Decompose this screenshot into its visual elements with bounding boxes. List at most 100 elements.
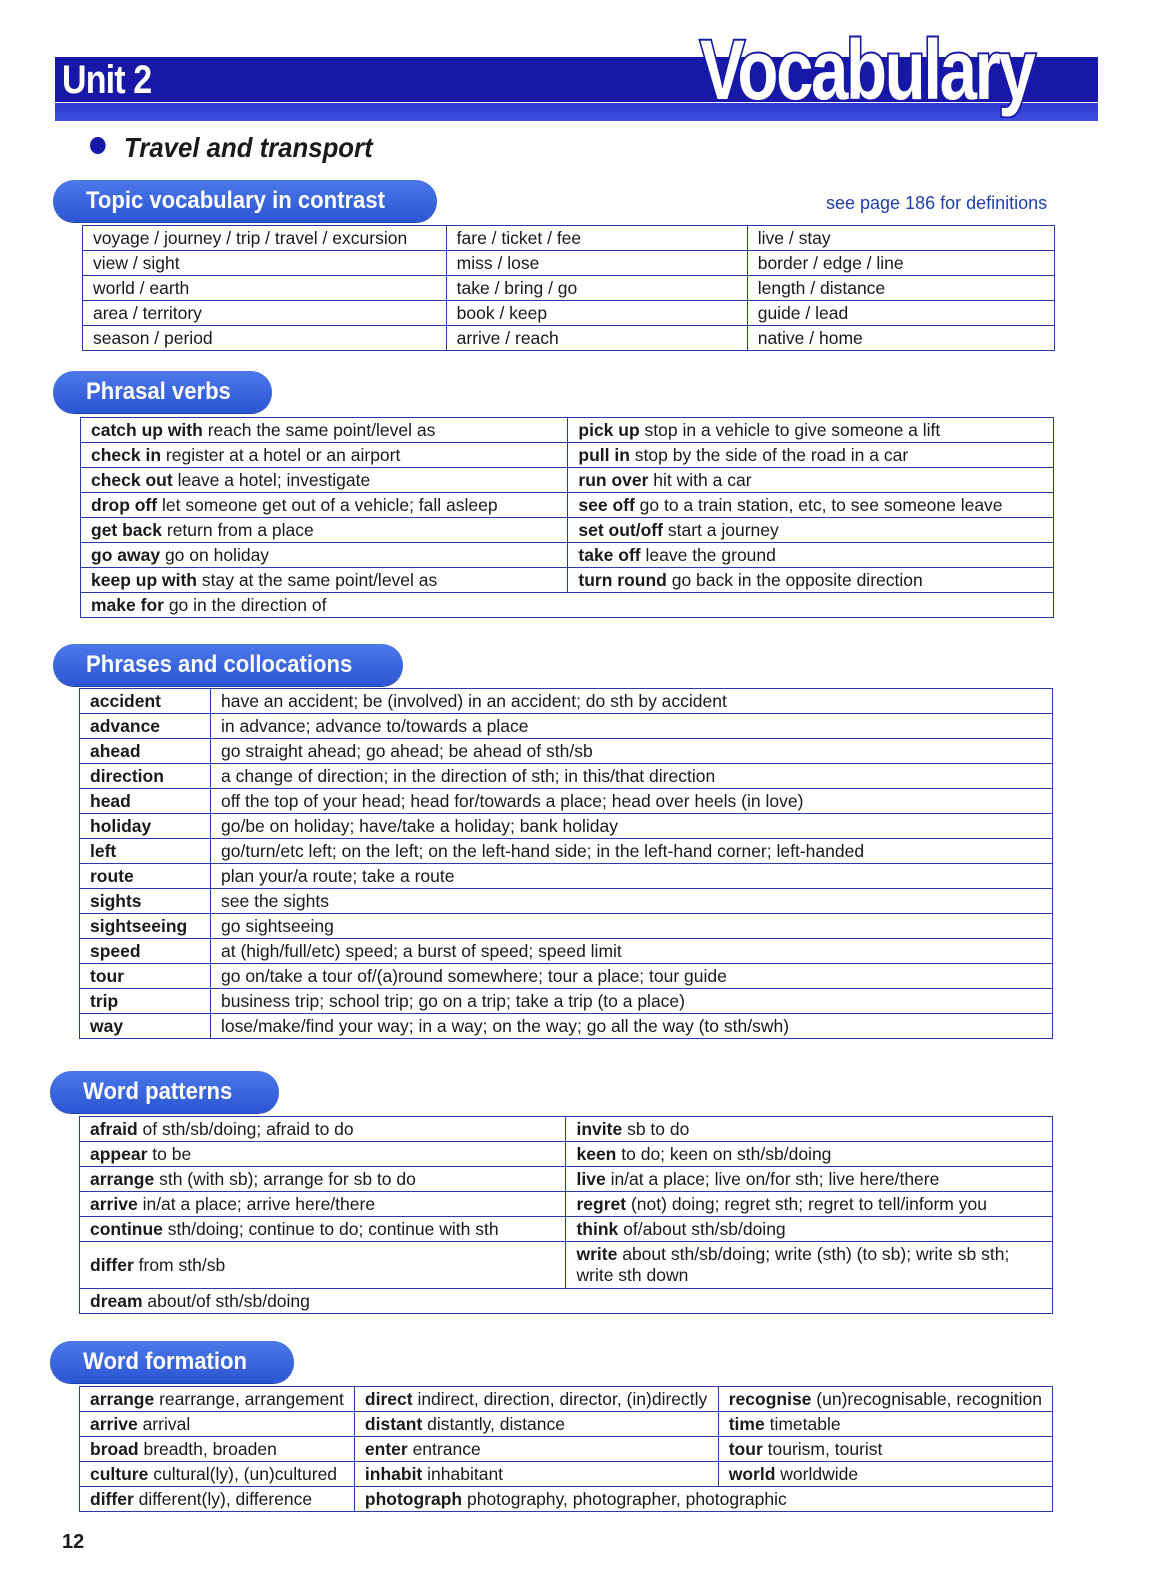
definition: return from a place (166, 520, 314, 540)
table-cell: see off go to a train station, etc, to s… (567, 492, 1054, 518)
term: get back (91, 520, 162, 540)
table-cell: border / edge / line (746, 250, 1056, 276)
term: arrive (90, 1194, 138, 1214)
table-row: catch up with reach the same point/level… (79, 417, 1054, 443)
table-row: appear to be keen to do; keen on sth/sb/d… (78, 1141, 1053, 1167)
definition: leave the ground (645, 545, 776, 565)
definition: to do; keen on sth/sb/doing (621, 1144, 832, 1164)
definition: sth/doing; continue to do; continue with… (167, 1219, 499, 1239)
table-row: season / period arrive / reach native / ho… (82, 325, 1056, 351)
table-cell: go on/take a tour of/(a)round somewhere;… (210, 963, 1053, 989)
table-cell: world worldwide (717, 1461, 1054, 1487)
definition: rearrange, arrangement (159, 1389, 344, 1409)
table-row: arrive in/at a place; arrive here/there r… (78, 1191, 1053, 1217)
definition: sth (with sb); arrange for sb to do (159, 1169, 416, 1189)
term: arrange (90, 1169, 155, 1189)
table-cell: check in register at a hotel or an airpo… (79, 442, 569, 468)
table-cell: go/turn/etc left; on the left; on the le… (210, 838, 1053, 864)
term: arrive (90, 1414, 138, 1434)
table-cell: go/be on holiday; have/take a holiday; b… (210, 813, 1053, 839)
table-cell: arrive arrival (79, 1411, 355, 1437)
table-row: speed at (high/full/etc) speed; a burst o… (79, 938, 1053, 964)
term: check in (91, 445, 162, 465)
table-cell: distant distantly, distance (353, 1411, 719, 1437)
term: pick up (578, 420, 640, 440)
table-cell: book / keep (445, 300, 748, 326)
table-cell: arrange sth (with sb); arrange for sb to… (78, 1166, 567, 1192)
table-cell: direct indirect, direction, director, (i… (353, 1386, 719, 1412)
term: write (576, 1244, 618, 1264)
definition: from sth/sb (138, 1254, 226, 1275)
table-cell: advance (79, 713, 211, 739)
table-cell: length / distance (746, 275, 1056, 301)
table-row: continue sth/doing; continue to do; cont… (78, 1216, 1053, 1242)
definition: hit with a car (653, 470, 752, 490)
table-cell: direction (79, 763, 211, 789)
table-cell: route (79, 863, 211, 889)
table-cell: photograph photography, photographer, ph… (353, 1486, 1054, 1512)
table-row: holiday go/be on holiday; have/take a hol… (79, 813, 1053, 839)
table-row: check in register at a hotel or an airpo… (79, 442, 1054, 468)
term: invite (576, 1119, 623, 1139)
table-cell: sights (79, 888, 211, 914)
section-heading-word-formation: Word formation (50, 1341, 294, 1383)
table-cell: tour tourism, tourist (717, 1436, 1054, 1462)
term: think (576, 1219, 619, 1239)
term: drop off (91, 495, 158, 515)
table-row: way lose/make/find your way; in a way; on… (79, 1013, 1053, 1039)
term: enter (364, 1439, 408, 1459)
page-title: Vocabulary (698, 21, 1037, 119)
unit-label: Unit 2 (62, 58, 152, 102)
table-cell: lose/make/find your way; in a way; on th… (210, 1013, 1053, 1039)
term: see off (578, 495, 635, 515)
table-cell: sightseeing (79, 913, 211, 939)
header-band (55, 57, 1098, 102)
definition: cultural(ly), (un)cultured (153, 1464, 338, 1484)
table-cell: left (79, 838, 211, 864)
table-cell: get back return from a place (79, 517, 569, 543)
term: make for (91, 595, 164, 615)
definition: entrance (412, 1439, 481, 1459)
term: afraid (90, 1119, 138, 1139)
table-cell: think of/about sth/sb/doing (565, 1216, 1053, 1242)
term: check out (91, 470, 173, 490)
table-row: arrive arrival distant distantly, distanc… (79, 1411, 1054, 1437)
definition: different(ly), difference (138, 1489, 313, 1509)
table-cell: continue sth/doing; continue to do; cont… (78, 1216, 567, 1242)
table-row: make for go in the direction of (80, 592, 1054, 618)
term: keen (576, 1144, 617, 1164)
table-cell: pull in stop by the side of the road in … (567, 442, 1054, 468)
term: culture (90, 1464, 149, 1484)
table-cell: way (79, 1013, 211, 1039)
section-heading-phrases: Phrases and collocations (53, 644, 403, 686)
term: arrange (90, 1389, 155, 1409)
table-cell: arrive / reach (445, 325, 748, 351)
table-cell: go sightseeing (210, 913, 1053, 939)
table-cell: see the sights (210, 888, 1053, 914)
table-row: differ from sth/sb write about sth/sb/doi… (78, 1241, 1053, 1289)
definition: of/about sth/sb/doing (623, 1219, 786, 1239)
table-cell: differ from sth/sb (78, 1241, 567, 1289)
table-cell: write about sth/sb/doing; write (sth) (t… (565, 1241, 1053, 1289)
definition: indirect, direction, director, (in)direc… (417, 1389, 708, 1409)
table-cell: at (high/full/etc) speed; a burst of spe… (210, 938, 1053, 964)
table-cell: time timetable (717, 1411, 1054, 1437)
definition: to be (152, 1144, 192, 1164)
table-cell: recognise (un)recognisable, recognition (717, 1386, 1054, 1412)
term: direct (364, 1389, 413, 1409)
table-cell: regret (not) doing; regret sth; regret t… (565, 1191, 1053, 1217)
table-cell: culture cultural(ly), (un)cultured (79, 1461, 355, 1487)
table-cell: have an accident; be (involved) in an ac… (210, 688, 1053, 714)
topic-subtitle: Travel and transport (90, 132, 373, 164)
definition: go on holiday (164, 545, 270, 565)
table-cell: turn round go back in the opposite direc… (567, 567, 1054, 593)
definition: leave a hotel; investigate (177, 470, 371, 490)
table-row: area / territory book / keep guide / lead (82, 300, 1056, 326)
term: take off (578, 545, 641, 565)
definition: let someone get out of a vehicle; fall a… (161, 495, 498, 515)
definition: register at a hotel or an airport (165, 445, 401, 465)
table-row: go away go on holiday take off leave the … (79, 542, 1054, 568)
table-row: keep up with stay at the same point/leve… (79, 567, 1054, 593)
bullet-icon (90, 137, 106, 154)
table-row: get back return from a place set out/off … (79, 517, 1054, 543)
